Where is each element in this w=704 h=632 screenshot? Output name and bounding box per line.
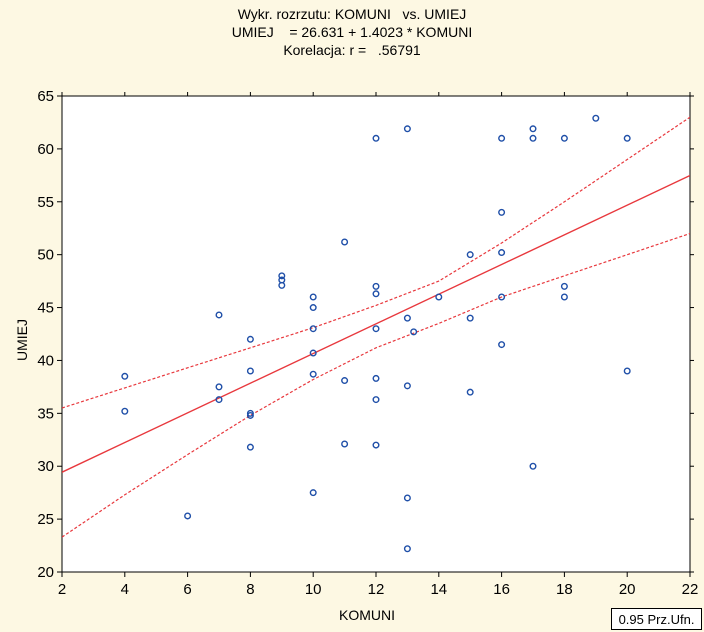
x-tick-label: 22 xyxy=(682,581,699,598)
scatter-point xyxy=(623,134,631,142)
scatter-point xyxy=(372,325,380,333)
scatter-point xyxy=(246,335,254,343)
chart-title-line-1: Wykr. rozrzutu: KOMUNI vs. UMIEJ xyxy=(237,6,467,22)
scatter-point xyxy=(403,125,411,133)
scatter-point xyxy=(309,293,317,301)
chart-title-line-2: UMIEJ = 26.631 + 1.4023 * KOMUNI xyxy=(231,24,473,40)
y-tick-label: 60 xyxy=(37,141,54,158)
y-tick-label: 20 xyxy=(37,564,54,581)
scatter-point xyxy=(403,494,411,502)
scatter-point xyxy=(215,396,223,404)
scatter-point xyxy=(560,293,568,301)
scatter-point xyxy=(309,325,317,333)
scatter-point xyxy=(435,293,443,301)
scatter-point xyxy=(466,314,474,322)
scatter-point xyxy=(498,249,506,257)
scatter-point xyxy=(121,372,129,380)
scatter-point xyxy=(592,114,600,122)
scatter-point xyxy=(121,407,129,415)
plot-frame xyxy=(61,95,691,573)
scatter-point xyxy=(246,411,254,419)
scatter-point xyxy=(341,238,349,246)
x-tick-label: 8 xyxy=(246,581,254,598)
scatter-point xyxy=(466,388,474,396)
x-tick-label: 16 xyxy=(493,581,510,598)
x-tick-label: 14 xyxy=(430,581,447,598)
y-tick-label: 30 xyxy=(37,458,54,475)
scatter-point xyxy=(498,134,506,142)
scatter-point xyxy=(403,314,411,322)
y-tick-label: 65 xyxy=(37,88,54,105)
scatter-point xyxy=(466,251,474,259)
confidence-interval-label: 0.95 Prz.Ufn. xyxy=(611,608,702,630)
scatter-point xyxy=(278,281,286,289)
scatter-point xyxy=(309,489,317,497)
scatter-point xyxy=(403,382,411,390)
x-tick-label: 18 xyxy=(556,581,573,598)
y-tick-label: 50 xyxy=(37,247,54,264)
scatter-point xyxy=(309,304,317,312)
scatter-point xyxy=(372,290,380,298)
scatter-point xyxy=(560,282,568,290)
x-tick-label: 20 xyxy=(619,581,636,598)
scatter-point xyxy=(529,125,537,133)
scatter-point xyxy=(372,134,380,142)
y-tick-label: 55 xyxy=(37,194,54,211)
scatter-point xyxy=(184,512,192,520)
scatter-point xyxy=(498,208,506,216)
scatter-point xyxy=(246,367,254,375)
scatter-point xyxy=(623,367,631,375)
x-axis-label: KOMUNI xyxy=(339,607,395,623)
scatter-point xyxy=(215,383,223,391)
scatter-point xyxy=(372,282,380,290)
scatter-point xyxy=(372,441,380,449)
x-tick-label: 12 xyxy=(368,581,385,598)
scatter-point xyxy=(529,462,537,470)
scatter-point xyxy=(246,409,254,417)
x-tick-label: 2 xyxy=(58,581,66,598)
scatter-point xyxy=(215,311,223,319)
scatter-point xyxy=(341,377,349,385)
scatter-point xyxy=(278,272,286,280)
scatter-point xyxy=(498,293,506,301)
scatter-point xyxy=(560,134,568,142)
confidence-band-upper xyxy=(62,116,690,409)
scatter-point xyxy=(246,443,254,451)
scatter-point xyxy=(403,545,411,553)
scatter-point xyxy=(498,341,506,349)
scatter-point xyxy=(372,374,380,382)
y-tick-label: 35 xyxy=(37,405,54,422)
scatter-point xyxy=(309,349,317,357)
scatter-point xyxy=(372,396,380,404)
x-tick-label: 6 xyxy=(183,581,191,598)
y-tick-label: 45 xyxy=(37,300,54,317)
scatter-point xyxy=(410,328,418,336)
x-tick-label: 10 xyxy=(305,581,322,598)
y-axis-label: UMIEJ xyxy=(14,319,30,361)
scatter-point xyxy=(341,440,349,448)
y-tick-label: 25 xyxy=(37,511,54,528)
scatter-point xyxy=(529,134,537,142)
scatter-point xyxy=(309,370,317,378)
confidence-band-lower xyxy=(62,232,690,538)
chart-title-line-3: Korelacja: r = .56791 xyxy=(283,42,421,58)
x-tick-label: 4 xyxy=(121,581,129,598)
y-tick-label: 40 xyxy=(37,352,54,369)
regression-line xyxy=(62,174,690,473)
